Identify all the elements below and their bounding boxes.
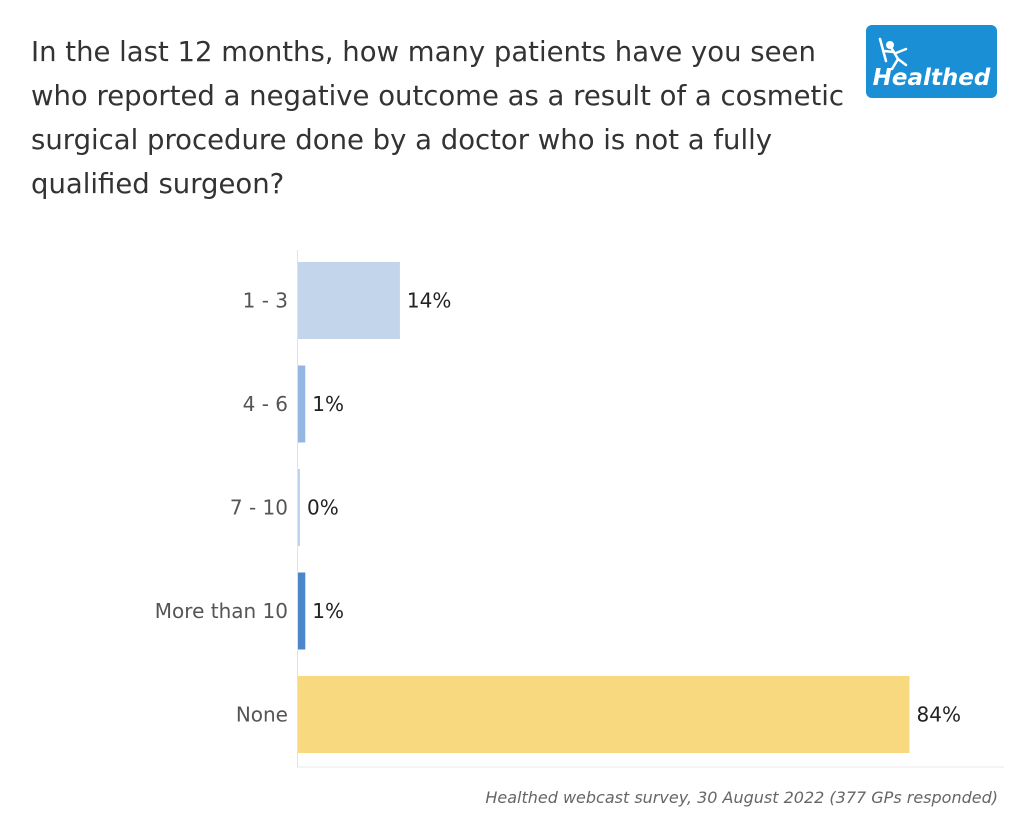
category-label: None — [236, 703, 288, 727]
hermes-figure-icon — [878, 37, 908, 71]
category-label: More than 10 — [155, 599, 288, 623]
logo-text: Healthed — [872, 65, 991, 91]
category-label: 4 - 6 — [243, 392, 288, 416]
bar — [298, 572, 306, 650]
bar — [298, 469, 300, 546]
source-note: Healthed webcast survey, 30 August 2022 … — [485, 788, 998, 807]
bar — [298, 365, 306, 443]
data-label: 0% — [307, 496, 339, 520]
bar — [298, 676, 910, 753]
data-label: 1% — [312, 599, 344, 623]
healthed-logo: Healthed — [866, 25, 997, 98]
bar — [298, 262, 400, 339]
data-label: 1% — [312, 392, 344, 416]
category-label: 7 - 10 — [230, 496, 288, 520]
data-label: 14% — [407, 289, 451, 313]
category-label: 1 - 3 — [243, 289, 288, 313]
chart-title: In the last 12 months, how many patients… — [31, 36, 845, 200]
data-label: 84% — [917, 703, 961, 727]
